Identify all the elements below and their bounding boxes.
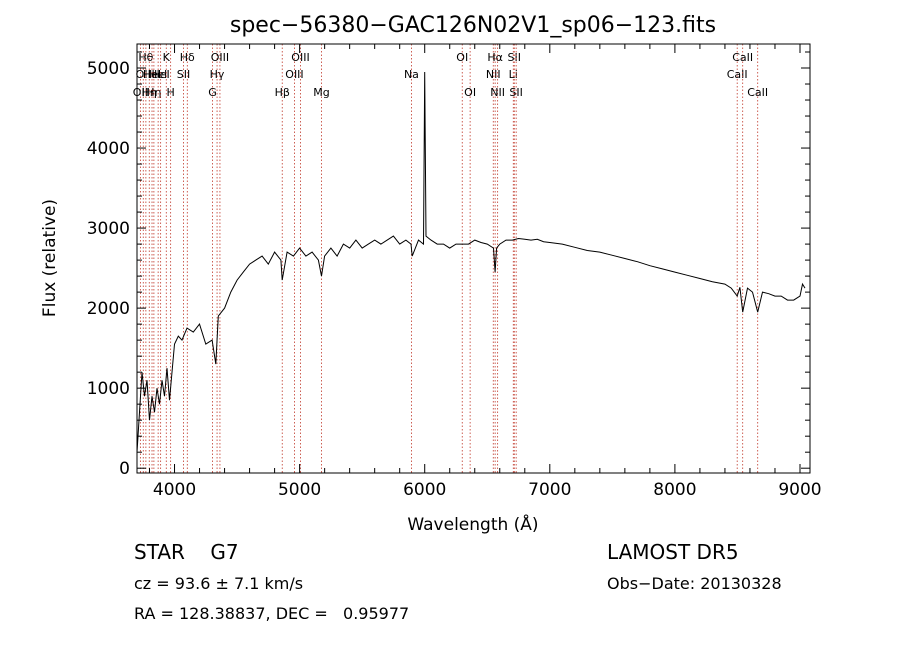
object-class: STAR G7 <box>134 540 239 564</box>
spectral-line-label: SII <box>508 51 521 64</box>
spectral-line-label: OIII <box>285 68 303 81</box>
spectral-line-label: Li <box>509 68 518 81</box>
spectral-line-label: OII <box>136 68 151 81</box>
spectral-line-label: Hα <box>487 51 503 64</box>
redshift-velocity: cz = 93.6 ± 7.1 km/s <box>134 574 304 593</box>
spectral-line-label: Hδ <box>180 51 195 64</box>
x-tick-label: 4000 <box>153 480 196 500</box>
spectral-line-label: OI <box>456 51 468 64</box>
x-tick-label: 8000 <box>653 480 696 500</box>
observation-date: Obs−Date: 20130328 <box>607 574 782 593</box>
y-tick-label: 5000 <box>87 59 130 79</box>
y-tick-label: 3000 <box>87 219 130 239</box>
spectral-line-label: SII <box>177 68 190 81</box>
x-tick-label: 9000 <box>778 480 821 500</box>
spectral-line-label: G <box>208 86 217 99</box>
spectral-line-label: H <box>167 86 175 99</box>
spectral-line-label: Hθ <box>138 51 153 64</box>
y-tick-label: 0 <box>119 459 130 479</box>
chart-title: spec−56380−GAC126N02V1_sp06−123.fits <box>230 13 716 38</box>
axis-ticks: 4000 5000 6000 7000 8000 9000 0 1000 2000 3000 400… <box>87 44 822 500</box>
y-tick-label: 1000 <box>87 379 130 399</box>
plot-frame <box>136 43 811 474</box>
y-tick-label: 2000 <box>87 299 130 319</box>
y-axis-label: Flux (relative) <box>40 199 60 317</box>
sky-coordinates: RA = 128.38837, DEC = 0.95977 <box>134 604 410 623</box>
x-tick-label: 5000 <box>278 480 321 500</box>
survey-name: LAMOST DR5 <box>607 540 739 564</box>
spectral-lines: OIIOIIHθHηHeIHηHeIHeIKHSIIHδGHγOIIIHβOII… <box>133 44 768 473</box>
series-layer <box>136 71 806 453</box>
spectral-line-label: OI <box>464 86 476 99</box>
spectral-line-label: OIII <box>291 51 309 64</box>
spectral-line-label: NII <box>486 68 501 81</box>
spectral-line-label: NII <box>490 86 505 99</box>
spectral-line-label: SII <box>509 86 522 99</box>
spectral-line-label: HeI <box>151 68 169 81</box>
x-tick-label: 6000 <box>403 480 446 500</box>
spectral-line-label: Hγ <box>210 68 225 81</box>
spectrum-series-line <box>136 71 806 453</box>
spectral-line-label: CaII <box>732 51 753 64</box>
spectral-line-label: HeI <box>143 68 161 81</box>
y-tick-label: 4000 <box>87 139 130 159</box>
spectral-line-label: Hη <box>146 86 161 99</box>
spectral-line-label: CaII <box>747 86 768 99</box>
spectral-line-label: Mg <box>313 86 329 99</box>
spectral-line-label: Hβ <box>275 86 290 99</box>
spectral-line-label: Hη <box>142 86 157 99</box>
spectral-line-label: HeI <box>149 68 167 81</box>
spectral-line-label: CaII <box>727 68 748 81</box>
x-axis-label: Wavelength (Å) <box>407 513 538 535</box>
spectral-line-label: OIII <box>211 51 229 64</box>
spectral-line-label: Na <box>404 68 419 81</box>
x-tick-label: 7000 <box>528 480 571 500</box>
spectral-line-label: K <box>163 51 171 64</box>
